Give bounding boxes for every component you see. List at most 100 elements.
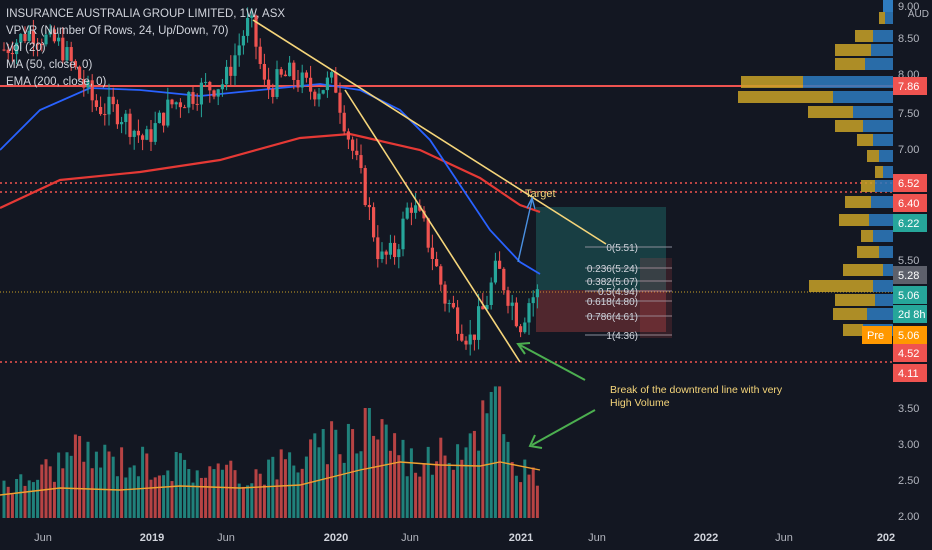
- candle-body: [527, 303, 531, 323]
- candle-body: [195, 103, 199, 105]
- candle-body: [296, 79, 300, 88]
- price-tick-label: 7.00: [898, 144, 919, 156]
- x-tick-label: 2019: [140, 532, 164, 544]
- candle-body: [456, 307, 460, 334]
- candles: [2, 7, 539, 356]
- candle-body: [115, 104, 119, 125]
- volume-bar: [506, 441, 510, 518]
- volume-bar: [124, 477, 128, 518]
- volume-bar: [414, 472, 418, 518]
- candle-body: [132, 130, 136, 137]
- candle-body: [262, 63, 266, 80]
- price-badge: 2d 8h: [893, 305, 927, 323]
- volume-bar: [258, 473, 262, 518]
- volume-bar: [275, 479, 279, 518]
- vpvr-down-9: [867, 150, 879, 162]
- candle-body: [334, 72, 338, 93]
- candle-body: [367, 205, 371, 208]
- volume-bar: [523, 459, 527, 518]
- legend-vpvr[interactable]: VPVR (Number Of Rows, 24, Up/Down, 70): [6, 25, 229, 37]
- candle-body: [212, 90, 216, 97]
- candle-body: [351, 139, 355, 151]
- volume-bar: [107, 451, 111, 518]
- volume-bar: [430, 474, 434, 518]
- candle-body: [422, 210, 426, 219]
- volume-bar: [405, 476, 409, 518]
- candle-body: [254, 15, 258, 47]
- candle-body: [187, 92, 191, 108]
- green-arrowhead-volume: [528, 434, 543, 449]
- price-tick-label: 9.00: [898, 1, 919, 13]
- candle-body: [157, 112, 161, 124]
- x-tick-label: 2021: [509, 532, 533, 544]
- candle-body: [514, 302, 518, 327]
- volume-bar: [519, 482, 523, 518]
- candle-body: [6, 49, 10, 53]
- candle-body: [330, 72, 334, 78]
- candle-body: [31, 30, 35, 44]
- candle-body: [321, 90, 325, 94]
- candle-body: [535, 289, 539, 298]
- candle-body: [275, 69, 279, 97]
- candle-body: [44, 34, 48, 45]
- price-badge-label: 4.52: [898, 348, 919, 360]
- volume-bar: [208, 466, 212, 518]
- candle-body: [141, 135, 145, 140]
- volume-bar: [330, 421, 334, 518]
- price-badge-label: 5.06: [898, 330, 919, 342]
- volume-bar: [468, 433, 472, 518]
- vpvr-down-18: [835, 294, 875, 306]
- candle-body: [426, 218, 430, 248]
- candle-body: [414, 205, 418, 213]
- legend-volume[interactable]: Vol (20): [6, 42, 46, 54]
- legend-ema200[interactable]: EMA (200, close, 0): [6, 76, 107, 88]
- volume-bar: [510, 462, 514, 518]
- candle-body: [73, 61, 77, 67]
- volume-bar: [472, 430, 476, 518]
- volume-bar: [233, 470, 237, 518]
- green-arrow-price: [519, 344, 586, 381]
- vpvr-up-19: [867, 308, 893, 320]
- volume-bar: [435, 461, 439, 518]
- price-badge-label: 6.22: [898, 218, 919, 230]
- volume-bar: [254, 469, 258, 518]
- candle-body: [506, 290, 510, 306]
- candle-body: [99, 106, 103, 115]
- fib-label-4: 0.618(4.80): [587, 297, 638, 308]
- volume-tick-label: 3.50: [898, 403, 919, 415]
- volume-bar: [212, 469, 216, 518]
- legend-ma50[interactable]: MA (50, close, 0): [6, 59, 93, 71]
- x-tick-label: Jun: [775, 532, 793, 544]
- volume-bar: [372, 435, 376, 518]
- candle-body: [162, 112, 166, 126]
- candle-body: [393, 242, 397, 258]
- candle-body: [279, 69, 283, 75]
- candle-body: [237, 45, 241, 56]
- candle-body: [40, 44, 44, 46]
- volume-bar: [535, 485, 539, 518]
- candle-body: [468, 334, 472, 345]
- volume-bar: [162, 475, 166, 518]
- volume-bar: [451, 469, 455, 518]
- vpvr-up-9: [879, 150, 893, 162]
- vpvr-down-10: [875, 166, 883, 178]
- candle-body: [523, 322, 527, 333]
- volume-bar: [103, 444, 107, 518]
- vpvr-down-11: [861, 180, 875, 192]
- candle-body: [48, 29, 52, 35]
- volume-bar: [132, 465, 136, 518]
- legend-symbol[interactable]: INSURANCE AUSTRALIA GROUP LIMITED, 1W, A…: [6, 8, 286, 20]
- candle-body: [346, 131, 350, 140]
- candle-body: [136, 130, 140, 136]
- price-badge-bg: [893, 194, 927, 212]
- volume-bar: [262, 484, 266, 518]
- vpvr-up-14: [873, 230, 893, 242]
- candle-body: [103, 114, 107, 116]
- volume-bar: [48, 466, 52, 518]
- candle-body: [178, 102, 182, 108]
- candle-body: [409, 207, 413, 213]
- volume-bar: [157, 475, 161, 518]
- volume-bar: [338, 454, 342, 518]
- candle-body: [464, 340, 468, 345]
